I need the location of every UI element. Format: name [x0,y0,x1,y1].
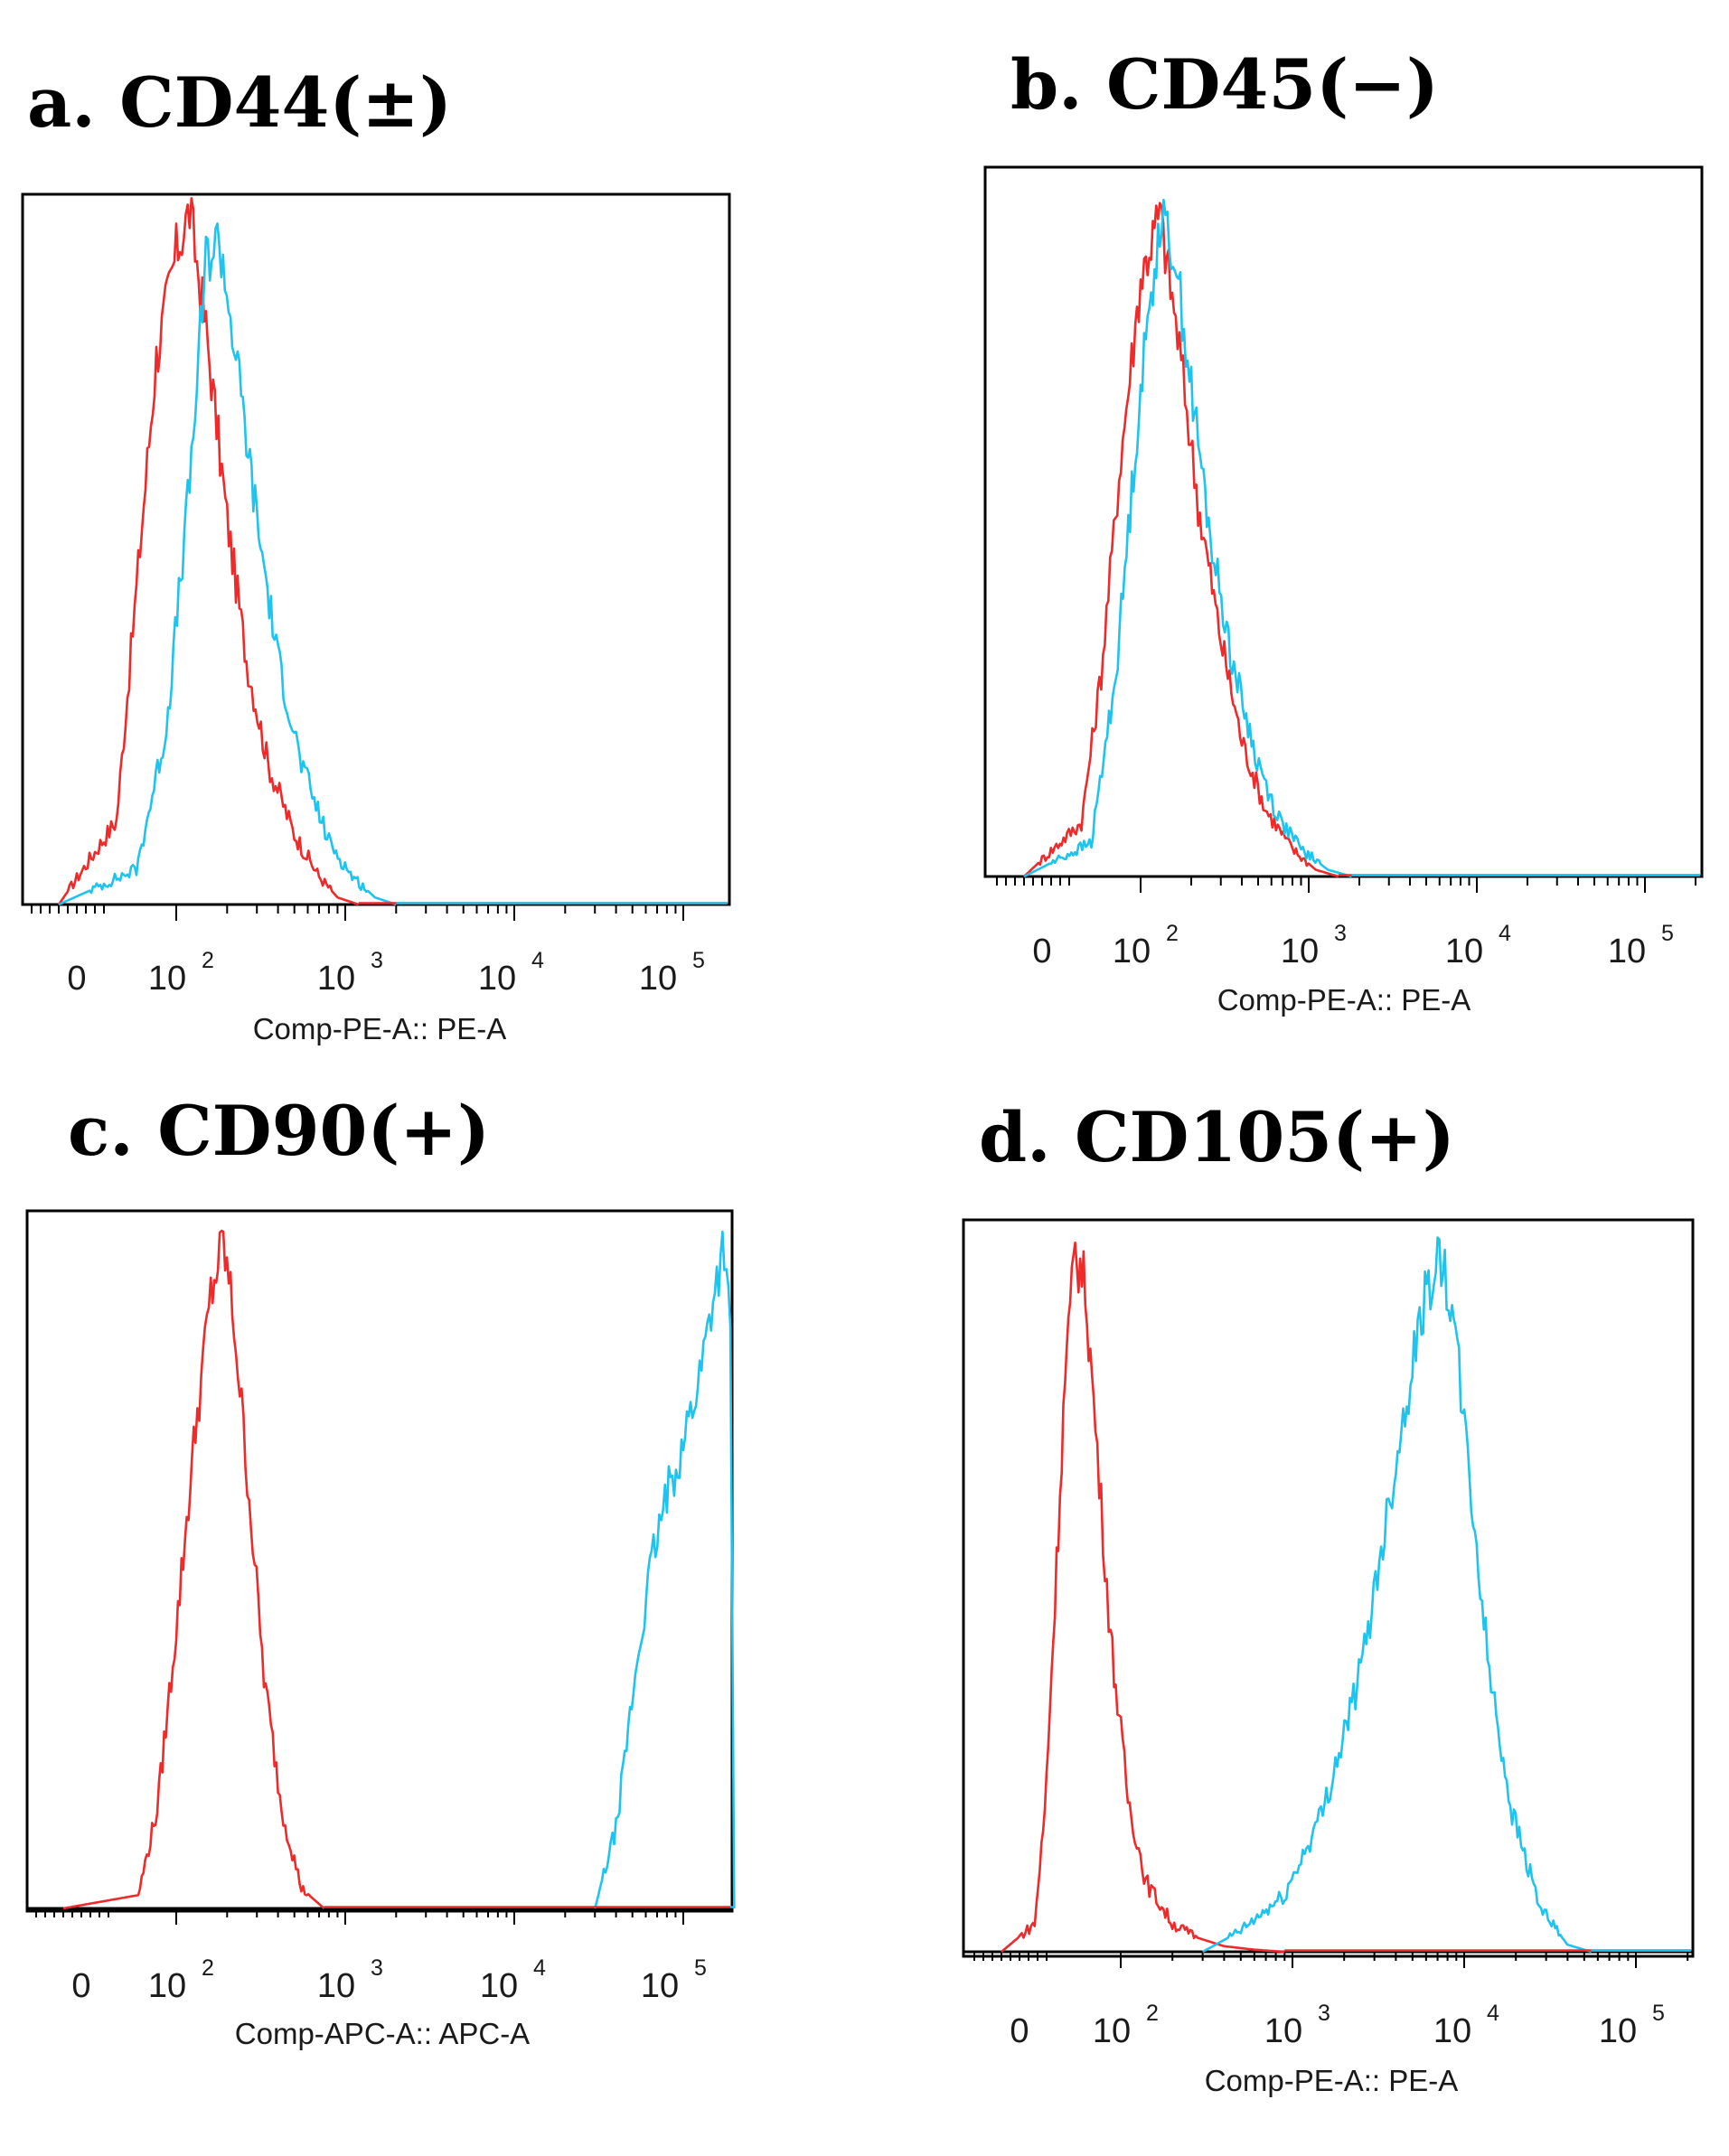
x-tick-label-c-0: 0 [71,1967,90,2005]
x-tick-label-a-4: 10 [639,960,677,998]
panel-title-a: a. CD44(±) [27,62,452,143]
x-tick-label-b-0: 0 [1032,933,1051,970]
plot-frame-a [21,192,731,906]
x-tick-exp-b-1: 2 [1166,921,1179,946]
x-tick-label-b-4: 10 [1608,933,1646,970]
series-line-b-cd45 [1023,198,1352,878]
x-tick-exp-a-1: 2 [202,948,214,973]
x-tick-exp-d-1: 2 [1146,2001,1159,2026]
x-tick-exp-c-2: 3 [371,1955,383,1981]
x-tick-exp-b-3: 4 [1499,921,1511,946]
x-tick-label-a-1: 10 [148,960,186,998]
x-axis-title-d: Comp-PE-A:: PE-A [1205,2064,1459,2097]
series-line-a-control [57,197,360,906]
panel-title-d: d. CD105(+) [979,1097,1455,1177]
x-tick-label-a-2: 10 [317,960,355,998]
x-tick-label-c-4: 10 [641,1967,679,2005]
chart-marks-c: 0 10 2 10 3 10 4 10 5 [27,1229,736,2005]
x-tick-label-d-4: 10 [1599,2012,1637,2050]
plot-frame-b [983,165,1704,878]
x-tick-label-d-2: 10 [1264,2012,1302,2050]
x-tick-exp-a-4: 5 [692,948,705,973]
panel-title-c: c. CD90(+) [68,1091,490,1171]
x-tick-label-c-1: 10 [148,1967,186,2005]
x-tick-label-d-0: 0 [1010,2012,1029,2050]
x-tick-label-a-3: 10 [478,960,516,998]
x-tick-label-a-0: 0 [67,960,86,998]
plot-frame-c [25,1209,734,1913]
x-tick-exp-a-3: 4 [531,948,544,973]
series-line-d-cd105 [1202,1236,1593,1954]
chart-marks-a: 0 10 2 10 3 10 4 10 5 [23,197,729,998]
panel-title-b: b. CD45(−) [1010,44,1439,125]
x-tick-label-c-2: 10 [317,1967,355,2005]
x-tick-label-b-3: 10 [1445,933,1483,970]
series-line-c-control [62,1229,325,1910]
x-tick-label-b-2: 10 [1281,933,1319,970]
series-line-b-control [1023,202,1339,878]
x-tick-exp-d-2: 3 [1318,2001,1330,2026]
x-tick-exp-d-4: 5 [1652,2001,1665,2026]
x-tick-exp-d-3: 4 [1487,2001,1499,2026]
x-tick-label-d-3: 10 [1433,2012,1471,2050]
x-axis-title-a: Comp-PE-A:: PE-A [253,1012,507,1045]
plot-frame-d [962,1218,1695,1958]
x-tick-label-b-1: 10 [1113,933,1151,970]
series-line-a-cd44 [58,222,397,906]
x-tick-exp-c-1: 2 [202,1955,214,1981]
x-tick-exp-a-2: 3 [371,948,383,973]
x-tick-exp-b-4: 5 [1661,921,1674,946]
x-axis-title-b: Comp-PE-A:: PE-A [1217,983,1471,1017]
x-axis-title-c: Comp-APC-A:: APC-A [235,2017,530,2050]
series-line-d-control [1001,1242,1285,1954]
series-line-c-cd90 [593,1230,736,1909]
x-tick-label-d-1: 10 [1093,2012,1131,2050]
x-tick-label-c-3: 10 [480,1967,518,2005]
x-tick-exp-c-3: 4 [533,1955,546,1981]
x-tick-exp-c-4: 5 [694,1955,707,1981]
x-tick-exp-b-2: 3 [1334,921,1347,946]
chart-marks-b: 0 10 2 10 3 10 4 10 5 [985,198,1702,970]
chart-marks-d: 0 10 2 10 3 10 4 10 5 [963,1236,1693,2050]
